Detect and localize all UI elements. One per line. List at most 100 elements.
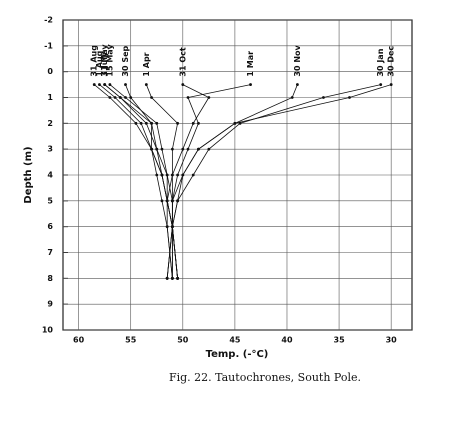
y-tick-label: 1 (47, 93, 53, 102)
x-tick-label: 45 (229, 336, 241, 345)
series-label: 15 May (105, 44, 114, 77)
data-point (170, 147, 174, 151)
y-tick-label: -1 (44, 41, 53, 50)
data-point (129, 96, 133, 99)
data-point (165, 199, 169, 203)
x-tick-label: 60 (73, 336, 85, 345)
data-point (176, 199, 179, 203)
data-point (181, 147, 185, 151)
data-point (113, 96, 117, 99)
series-label: 30 Sep (121, 45, 130, 76)
data-point (379, 83, 383, 86)
data-point (207, 96, 211, 99)
x-tick-label: 40 (281, 336, 293, 345)
x-tick-label: 50 (177, 336, 189, 345)
data-point (144, 83, 148, 86)
y-tick-label: 8 (47, 274, 53, 283)
data-point (108, 83, 112, 86)
data-point (155, 173, 159, 177)
data-point (290, 96, 294, 99)
data-point (176, 121, 179, 125)
series-label: 1 Aug (95, 50, 104, 76)
series-label: 1 July (100, 51, 109, 77)
data-point (233, 121, 237, 125)
data-point (160, 173, 164, 177)
data-point (207, 147, 211, 151)
x-tick-label: 55 (125, 336, 137, 345)
data-point (348, 96, 351, 99)
data-point (160, 199, 164, 203)
tautochrone (166, 84, 210, 279)
data-point (108, 96, 112, 99)
y-tick-label: 2 (47, 119, 53, 128)
series-label: 1 Mar (246, 51, 255, 77)
data-point (160, 147, 164, 151)
series-label: 31 May (100, 44, 109, 77)
tautochrone (104, 84, 178, 279)
data-point (98, 83, 101, 86)
series-label: 31 Oct (178, 47, 187, 76)
y-tick-label: 5 (47, 196, 53, 205)
y-tick-label: 6 (47, 222, 53, 231)
data-point (322, 96, 325, 99)
data-point (118, 96, 122, 99)
x-tick-label: 30 (386, 336, 398, 345)
data-point (186, 147, 190, 151)
series-label: 30 Jan (376, 48, 385, 76)
data-point (181, 173, 185, 177)
y-tick-label: 3 (47, 145, 53, 154)
data-point (103, 83, 107, 86)
data-point (176, 173, 179, 177)
series-label: 31 Aug (90, 45, 99, 77)
tautochrone (145, 84, 179, 279)
tautochrone (171, 84, 251, 279)
tautochrone (125, 84, 173, 279)
series-label: 30 Nov (293, 44, 302, 76)
data-point (155, 121, 159, 125)
data-point (186, 96, 190, 99)
series-label: 30 Dec (387, 46, 396, 77)
tautochrone (93, 84, 178, 279)
y-axis-label: Depth (m) (23, 146, 34, 203)
tautochrone (104, 84, 178, 279)
tautochrone (166, 84, 392, 279)
caption: Fig. 22. Tautochrones, South Pole. (169, 371, 361, 384)
data-point (296, 83, 299, 86)
data-point (134, 121, 138, 125)
data-point (191, 121, 195, 125)
data-point (170, 199, 174, 203)
data-point (170, 225, 174, 229)
x-axis-label: Temp. (-°C) (206, 349, 269, 360)
x-tick-label: 35 (334, 336, 346, 345)
data-point (124, 83, 127, 86)
data-point (197, 121, 200, 125)
data-point (170, 173, 174, 177)
data-point (197, 147, 200, 151)
y-tick-label: 4 (47, 171, 53, 180)
data-point (150, 121, 153, 125)
data-point (181, 83, 185, 86)
y-tick-label: -2 (44, 16, 53, 25)
data-point (150, 96, 153, 99)
data-point (249, 83, 252, 86)
y-tick-label: 10 (42, 326, 54, 335)
data-point (150, 147, 153, 151)
data-point (389, 83, 393, 86)
data-point (165, 225, 169, 229)
data-point (165, 276, 169, 280)
y-tick-label: 0 (47, 67, 53, 76)
series-label: 1 Apr (142, 52, 151, 76)
data-point (144, 121, 148, 125)
data-point (124, 96, 127, 99)
data-point (170, 276, 174, 280)
data-point (165, 173, 169, 177)
tautochrone (99, 84, 178, 279)
y-tick-label: 7 (47, 248, 53, 257)
data-point (176, 276, 179, 280)
data-point (191, 173, 195, 177)
data-point (92, 83, 96, 86)
data-point (139, 121, 143, 125)
y-tick-label: 9 (47, 300, 53, 309)
data-point (155, 147, 159, 151)
